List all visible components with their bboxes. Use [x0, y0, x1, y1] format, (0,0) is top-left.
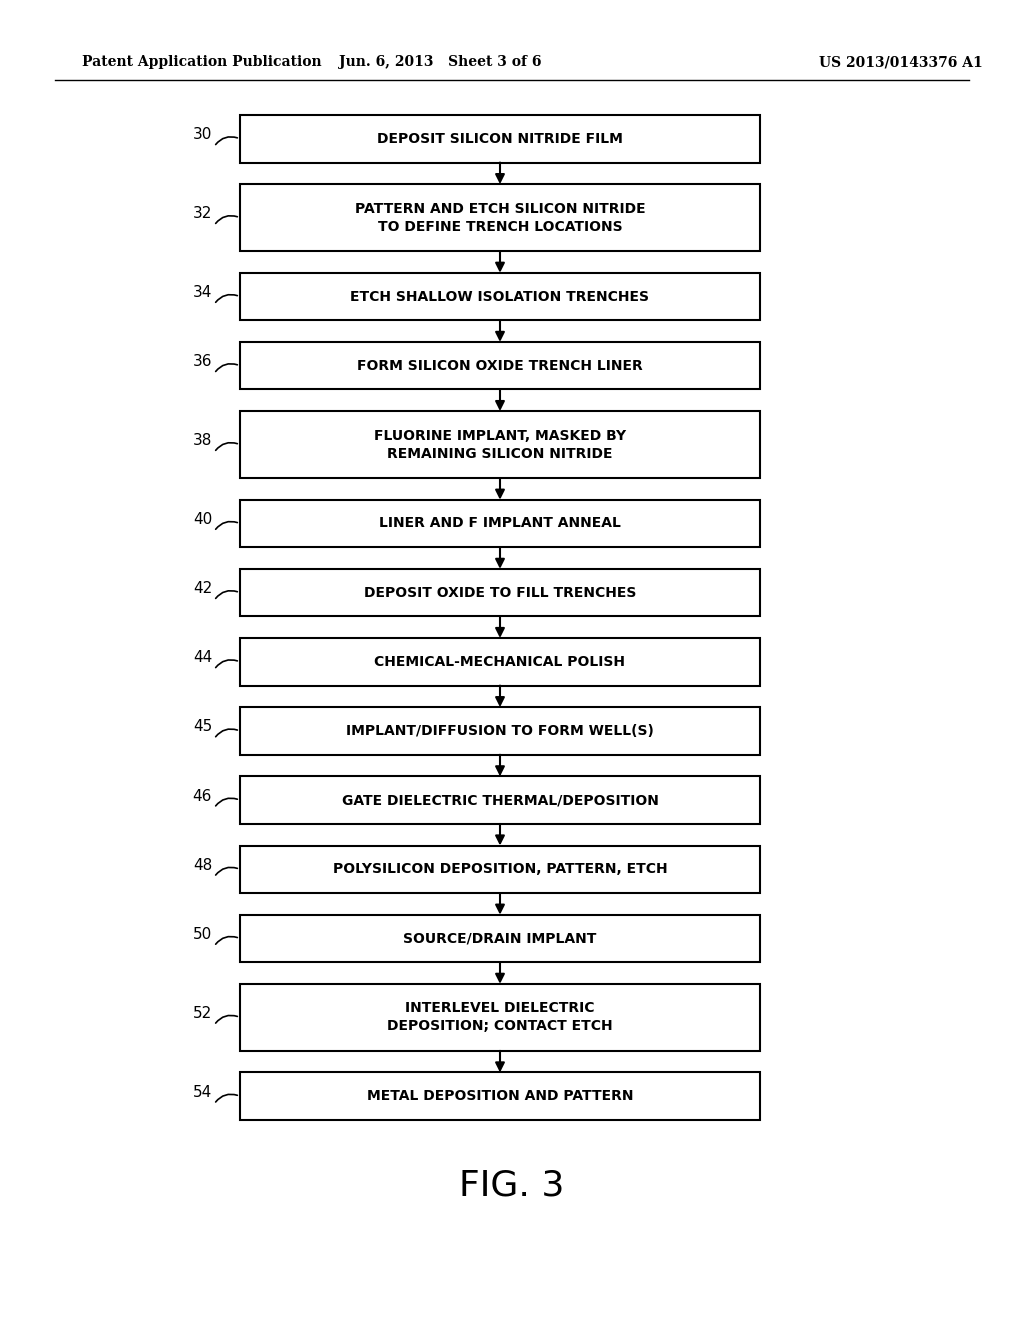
Text: 42: 42: [193, 581, 212, 597]
Text: PATTERN AND ETCH SILICON NITRIDE
TO DEFINE TRENCH LOCATIONS: PATTERN AND ETCH SILICON NITRIDE TO DEFI…: [354, 202, 645, 234]
Text: SOURCE/DRAIN IMPLANT: SOURCE/DRAIN IMPLANT: [403, 932, 597, 945]
Text: Jun. 6, 2013   Sheet 3 of 6: Jun. 6, 2013 Sheet 3 of 6: [339, 55, 542, 69]
Text: IMPLANT/DIFFUSION TO FORM WELL(S): IMPLANT/DIFFUSION TO FORM WELL(S): [346, 723, 654, 738]
Text: 52: 52: [193, 1006, 212, 1020]
Text: 30: 30: [193, 127, 212, 143]
Text: 48: 48: [193, 858, 212, 873]
Bar: [240, 115, 760, 162]
Text: Patent Application Publication: Patent Application Publication: [82, 55, 322, 69]
Text: 34: 34: [193, 285, 212, 300]
Text: 32: 32: [193, 206, 212, 222]
Bar: [240, 638, 760, 685]
Bar: [240, 708, 760, 755]
Bar: [240, 342, 760, 389]
Text: CHEMICAL-MECHANICAL POLISH: CHEMICAL-MECHANICAL POLISH: [375, 655, 626, 669]
Text: 38: 38: [193, 433, 212, 447]
Text: 45: 45: [193, 719, 212, 734]
Text: US 2013/0143376 A1: US 2013/0143376 A1: [819, 55, 983, 69]
Bar: [240, 915, 760, 962]
Text: FIG. 3: FIG. 3: [460, 1168, 564, 1203]
Bar: [240, 983, 760, 1051]
Text: 44: 44: [193, 651, 212, 665]
Text: INTERLEVEL DIELECTRIC
DEPOSITION; CONTACT ETCH: INTERLEVEL DIELECTRIC DEPOSITION; CONTAC…: [387, 1002, 612, 1034]
Text: FORM SILICON OXIDE TRENCH LINER: FORM SILICON OXIDE TRENCH LINER: [357, 359, 643, 372]
Text: 40: 40: [193, 512, 212, 527]
Text: ETCH SHALLOW ISOLATION TRENCHES: ETCH SHALLOW ISOLATION TRENCHES: [350, 289, 649, 304]
Text: 36: 36: [193, 354, 212, 370]
Text: METAL DEPOSITION AND PATTERN: METAL DEPOSITION AND PATTERN: [367, 1089, 633, 1104]
Bar: [240, 273, 760, 321]
Text: FLUORINE IMPLANT, MASKED BY
REMAINING SILICON NITRIDE: FLUORINE IMPLANT, MASKED BY REMAINING SI…: [374, 429, 626, 461]
Bar: [240, 185, 760, 251]
Text: GATE DIELECTRIC THERMAL/DEPOSITION: GATE DIELECTRIC THERMAL/DEPOSITION: [342, 793, 658, 807]
Bar: [240, 846, 760, 894]
Text: 50: 50: [193, 927, 212, 942]
Bar: [240, 776, 760, 824]
Bar: [240, 411, 760, 478]
Text: 54: 54: [193, 1085, 212, 1100]
Bar: [240, 500, 760, 548]
Text: DEPOSIT SILICON NITRIDE FILM: DEPOSIT SILICON NITRIDE FILM: [377, 132, 623, 145]
Text: LINER AND F IMPLANT ANNEAL: LINER AND F IMPLANT ANNEAL: [379, 516, 621, 531]
Bar: [240, 1072, 760, 1119]
Bar: [240, 569, 760, 616]
Text: 46: 46: [193, 788, 212, 804]
Text: POLYSILICON DEPOSITION, PATTERN, ETCH: POLYSILICON DEPOSITION, PATTERN, ETCH: [333, 862, 668, 876]
Text: DEPOSIT OXIDE TO FILL TRENCHES: DEPOSIT OXIDE TO FILL TRENCHES: [364, 586, 636, 599]
